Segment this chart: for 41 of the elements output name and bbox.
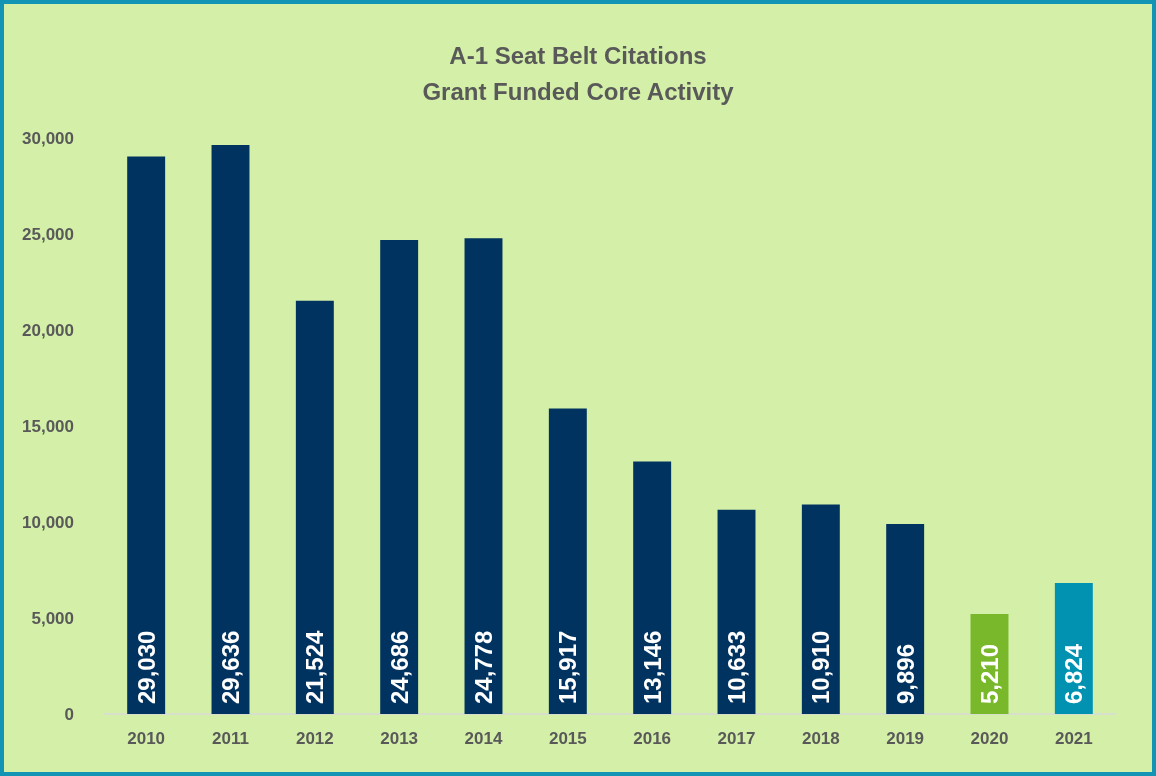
bar	[380, 240, 419, 714]
bar	[127, 156, 166, 714]
x-tick-label: 2011	[212, 729, 249, 748]
x-tick-label: 2016	[633, 729, 672, 748]
data-label: 6,824	[1060, 643, 1088, 704]
bar	[548, 408, 587, 714]
y-tick-label: 30,000	[22, 128, 74, 148]
data-label: 24,686	[385, 630, 413, 704]
bar	[295, 300, 334, 714]
x-tick-label: 2013	[380, 729, 419, 748]
y-tick-label: 5,000	[31, 608, 74, 628]
x-tick-label: 2010	[127, 729, 166, 748]
bar	[886, 524, 925, 714]
data-label: 15,917	[554, 630, 582, 704]
y-tick-label: 15,000	[22, 416, 74, 436]
data-label: 13,146	[638, 630, 666, 704]
x-tick-label: 2019	[886, 729, 925, 748]
x-tick-label: 2012	[295, 729, 334, 748]
bar	[801, 504, 840, 714]
x-tick-label: 2020	[970, 729, 1009, 748]
y-tick-label: 20,000	[22, 320, 74, 340]
y-tick-label: 0	[64, 704, 74, 724]
bar	[464, 238, 503, 714]
data-label: 5,210	[976, 643, 1003, 704]
data-label: 21,524	[301, 629, 329, 704]
data-label: 10,910	[807, 630, 835, 704]
y-tick-label: 10,000	[22, 512, 74, 532]
y-tick-label: 25,000	[22, 224, 74, 244]
x-tick-label: 2021	[1054, 729, 1093, 748]
x-tick-label: 2014	[464, 729, 503, 748]
x-tick-label: 2017	[717, 729, 756, 748]
x-tick-label: 2018	[801, 729, 840, 748]
data-label: 10,633	[723, 630, 750, 704]
data-label: 29,030	[132, 630, 160, 704]
data-label: 9,896	[891, 643, 919, 704]
x-tick-label: 2015	[548, 729, 587, 748]
bar	[633, 461, 672, 714]
data-label: 29,636	[217, 630, 244, 704]
chart-title: A-1 Seat Belt Citations Grant Funded Core Activity	[422, 41, 735, 105]
data-label: 24,778	[470, 630, 497, 704]
bar	[211, 144, 250, 714]
